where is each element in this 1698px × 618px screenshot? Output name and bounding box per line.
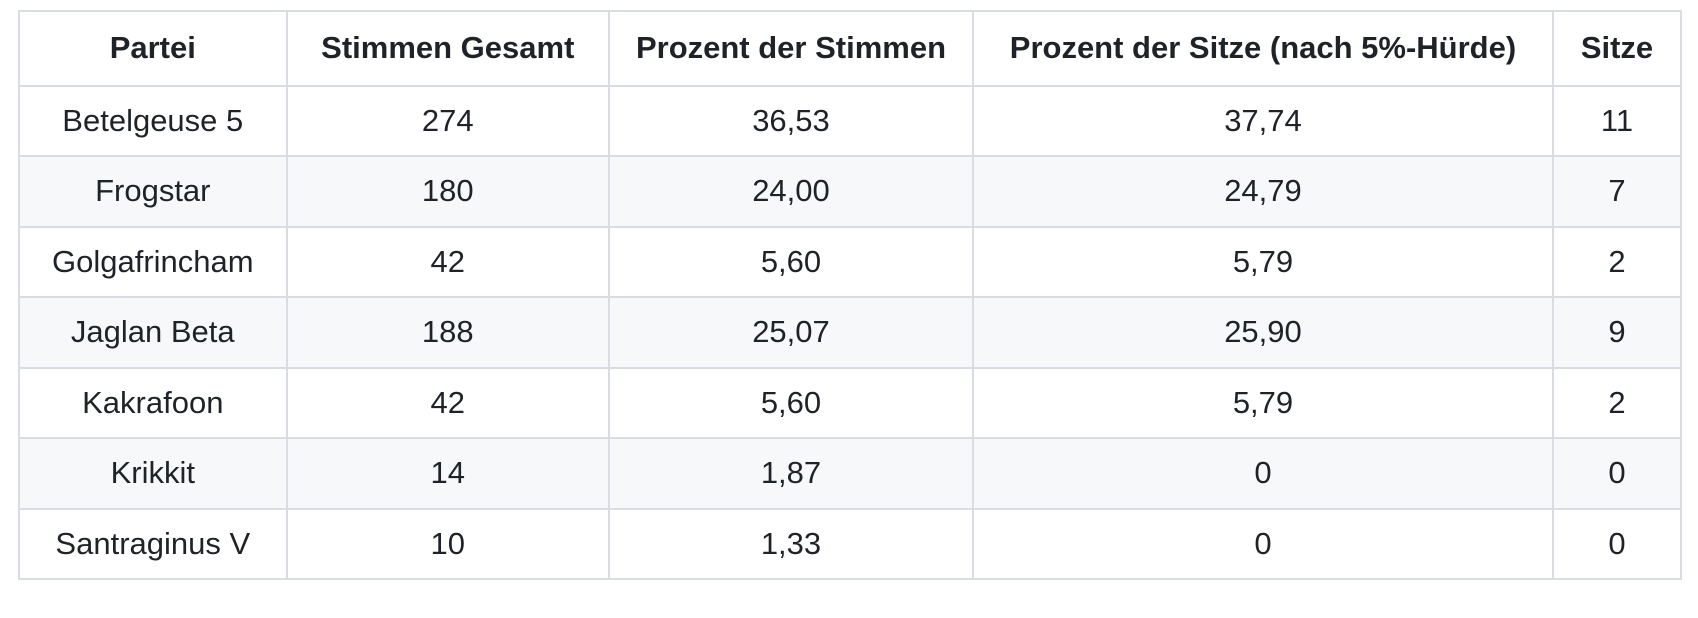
column-header-prozent-der-stimmen: Prozent der Stimmen [608,10,974,87]
value-cell: 14 [285,437,611,510]
value-cell: 42 [285,225,611,298]
value-cell: 42 [285,366,611,439]
table-row: Kakrafoon 42 5,60 5,79 2 [18,366,1682,439]
value-cell: 0 [1552,507,1682,580]
table-row: Santraginus V 10 1,33 0 0 [18,507,1682,580]
value-cell: 2 [1552,225,1682,298]
column-header-stimmen-gesamt: Stimmen Gesamt [285,10,611,87]
column-header-partei: Partei [18,10,288,87]
value-cell: 25,07 [608,296,974,369]
party-name-cell: Kakrafoon [18,366,288,439]
value-cell: 0 [1552,437,1682,510]
party-name-cell: Jaglan Beta [18,296,288,369]
value-cell: 2 [1552,366,1682,439]
column-header-prozent-der-sitze: Prozent der Sitze (nach 5%-Hürde) [971,10,1555,87]
table-body: Betelgeuse 5 274 36,53 37,74 11 Frogstar 180 24… [18,84,1682,580]
value-cell: 11 [1552,84,1682,157]
value-cell: 5,60 [608,366,974,439]
table-row: Betelgeuse 5 274 36,53 37,74 11 [18,84,1682,157]
value-cell: 1,87 [608,437,974,510]
table-header-row: Partei Stimmen Gesamt Prozent der Stimmen P… [18,10,1682,87]
table-row: Frogstar 180 24,00 24,79 7 [18,155,1682,228]
value-cell: 24,00 [608,155,974,228]
value-cell: 0 [971,437,1555,510]
table-row: Golgafrincham 42 5,60 5,79 2 [18,225,1682,298]
party-name-cell: Frogstar [18,155,288,228]
column-header-sitze: Sitze [1552,10,1682,87]
value-cell: 25,90 [971,296,1555,369]
value-cell: 1,33 [608,507,974,580]
value-cell: 9 [1552,296,1682,369]
value-cell: 5,79 [971,366,1555,439]
value-cell: 24,79 [971,155,1555,228]
value-cell: 10 [285,507,611,580]
value-cell: 188 [285,296,611,369]
value-cell: 7 [1552,155,1682,228]
table-row: Jaglan Beta 188 25,07 25,90 9 [18,296,1682,369]
value-cell: 37,74 [971,84,1555,157]
party-name-cell: Santraginus V [18,507,288,580]
value-cell: 180 [285,155,611,228]
value-cell: 0 [971,507,1555,580]
value-cell: 5,60 [608,225,974,298]
party-name-cell: Krikkit [18,437,288,510]
party-name-cell: Golgafrincham [18,225,288,298]
value-cell: 5,79 [971,225,1555,298]
party-name-cell: Betelgeuse 5 [18,84,288,157]
table-row: Krikkit 14 1,87 0 0 [18,437,1682,510]
value-cell: 274 [285,84,611,157]
election-results-table: Partei Stimmen Gesamt Prozent der Stimmen P… [18,10,1682,580]
value-cell: 36,53 [608,84,974,157]
